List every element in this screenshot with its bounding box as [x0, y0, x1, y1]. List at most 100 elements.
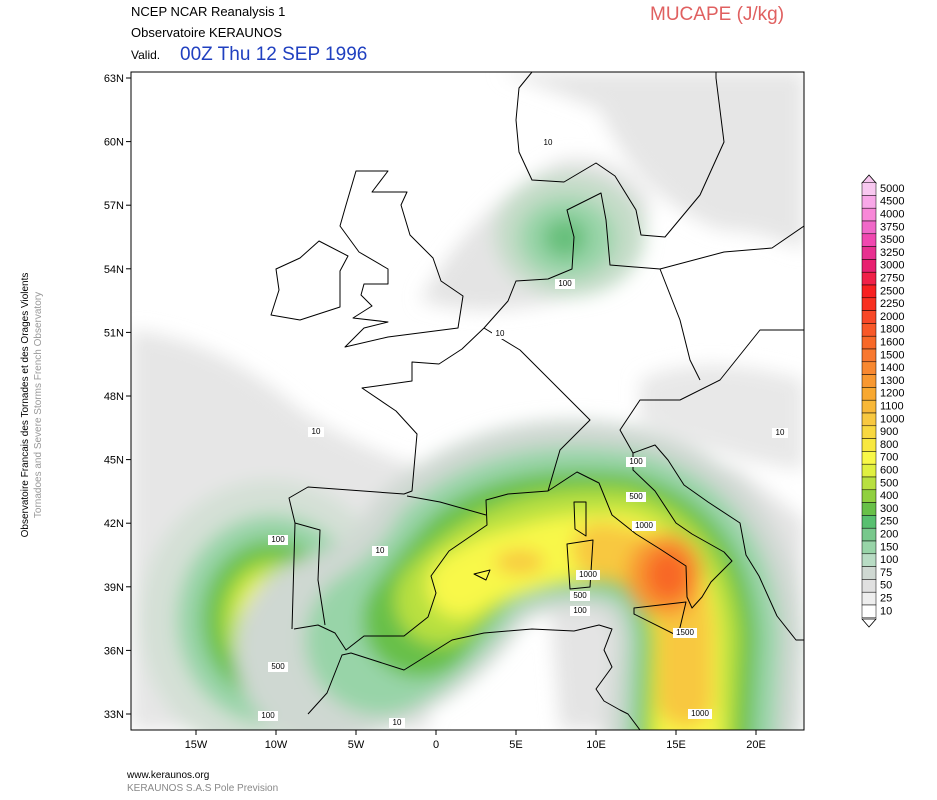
- map-area: 10 100 10 10 10 100 500 1000 100 10 1000…: [131, 72, 804, 730]
- colorbar-swatch: [861, 182, 877, 196]
- colorbar-label: 1200: [880, 388, 904, 400]
- lon-tick-label: 10W: [265, 739, 288, 751]
- colorbar-swatch: [861, 463, 877, 478]
- colorbar-swatch: [861, 323, 877, 337]
- colorbar-label: 50: [880, 580, 892, 592]
- colorbar-label: 4000: [880, 209, 904, 221]
- colorbar-label: 25: [880, 593, 892, 605]
- colorbar-swatch: [861, 195, 877, 209]
- colorbar-label: 75: [880, 567, 892, 579]
- valid-label: Valid.: [131, 48, 160, 62]
- colorbar-swatch: [861, 540, 877, 555]
- colorbar-label: 10: [880, 605, 892, 617]
- colorbar-label: 600: [880, 465, 898, 477]
- colorbar-swatch: [861, 271, 877, 286]
- colorbar-label: 500: [880, 477, 898, 489]
- colorbar-swatch: [861, 451, 877, 465]
- contour-label: 100: [271, 535, 285, 544]
- colorbar-swatch: [861, 527, 877, 542]
- lat-tick-label: 51N: [104, 327, 124, 339]
- colorbar-swatch: [861, 438, 877, 452]
- colorbar-swatch: [861, 310, 877, 324]
- colorbar-swatch: [861, 259, 877, 273]
- colorbar-swatch: [861, 348, 877, 363]
- map-frame: [130, 71, 805, 731]
- colorbar-swatch: [861, 515, 877, 529]
- colorbar-label: 300: [880, 503, 898, 515]
- colorbar-label: 1000: [880, 413, 904, 425]
- colorbar-swatch: [861, 297, 877, 311]
- side-text: Observatoire Francais des Tornades et de…: [20, 273, 31, 538]
- colorbar-swatch: [861, 246, 877, 260]
- colorbar-label: 1100: [880, 401, 904, 413]
- colorbar-label: 800: [880, 439, 898, 451]
- lat-tick-label: 54N: [104, 264, 124, 276]
- colorbar-swatch: [861, 335, 877, 350]
- colorbar-label: 1600: [880, 337, 904, 349]
- contour-label: 10: [312, 427, 321, 436]
- colorbar-swatch: [861, 476, 877, 491]
- colorbar-label: 200: [880, 529, 898, 541]
- colorbar-swatch: [861, 220, 877, 235]
- lat-tick-label: 60N: [104, 137, 124, 149]
- colorbar-end: [861, 618, 877, 628]
- colorbar-swatch: [861, 374, 877, 388]
- side-text: Tornadoes and Severe Storms French Obser…: [33, 292, 44, 518]
- colorbar-label: 3750: [880, 221, 904, 233]
- contour-labels: 10 100 10 10 10 100 500 1000 100 10 1000…: [258, 138, 788, 728]
- contour-label: 100: [629, 457, 643, 466]
- contour-label: 10: [376, 546, 385, 555]
- lat-tick-label: 42N: [104, 518, 124, 530]
- colorbar-label: 400: [880, 490, 898, 502]
- colorbar-label: 2250: [880, 298, 904, 310]
- contour-label: 100: [558, 279, 572, 288]
- colorbar-swatch: [861, 566, 877, 580]
- colorbar-swatch: [861, 604, 877, 619]
- contour-label: 500: [573, 591, 587, 600]
- colorbar-label: 2000: [880, 311, 904, 323]
- colorbar-label: 4500: [880, 196, 904, 208]
- lon-tick-label: 15W: [185, 739, 208, 751]
- colorbar-label: 700: [880, 452, 898, 464]
- lat-tick-label: 39N: [104, 582, 124, 594]
- colorbar-swatch: [861, 553, 877, 567]
- colorbar-label: 100: [880, 554, 898, 566]
- colorbar-label: 1800: [880, 324, 904, 336]
- colorbar-swatch: [861, 387, 877, 401]
- contour-label: 100: [573, 606, 587, 615]
- header-line: NCEP NCAR Reanalysis 1: [131, 4, 285, 19]
- contour-label: 10: [776, 428, 785, 437]
- contour-label: 10: [393, 718, 402, 727]
- field-title: MUCAPE (J/kg): [650, 4, 784, 25]
- colorbar-label: 5000: [880, 183, 904, 195]
- mucape-field: [131, 72, 804, 730]
- colorbar-swatch: [861, 284, 877, 299]
- contour-label: 10: [544, 138, 553, 147]
- lon-tick-label: 5W: [348, 739, 365, 751]
- lat-tick-label: 45N: [104, 455, 124, 467]
- colorbar-swatch: [861, 361, 877, 375]
- contour-label: 1000: [691, 709, 709, 718]
- lat-tick-label: 48N: [104, 391, 124, 403]
- colorbar-swatch: [861, 425, 877, 439]
- contour-label: 1000: [635, 521, 653, 530]
- footer-url: www.keraunos.org: [126, 770, 209, 781]
- colorbar-swatch: [861, 502, 877, 516]
- lat-tick-label: 33N: [104, 709, 124, 721]
- valid-time: 00Z Thu 12 SEP 1996: [180, 44, 367, 65]
- colorbar-label: 1300: [880, 375, 904, 387]
- colorbar-swatch: [861, 579, 877, 593]
- colorbar-label: 3500: [880, 234, 904, 246]
- lon-tick-label: 10E: [586, 739, 606, 751]
- contour-label: 1000: [579, 570, 597, 579]
- colorbar-label: 2500: [880, 285, 904, 297]
- colorbar-label: 150: [880, 541, 898, 553]
- colorbar-swatch: [861, 399, 877, 414]
- colorbar-label: 3250: [880, 247, 904, 259]
- lon-tick-label: 15E: [666, 739, 686, 751]
- lon-tick-label: 0: [433, 739, 439, 751]
- colorbar-label: 3000: [880, 260, 904, 272]
- lon-tick-label: 5E: [509, 739, 522, 751]
- colorbar-swatch: [861, 489, 877, 503]
